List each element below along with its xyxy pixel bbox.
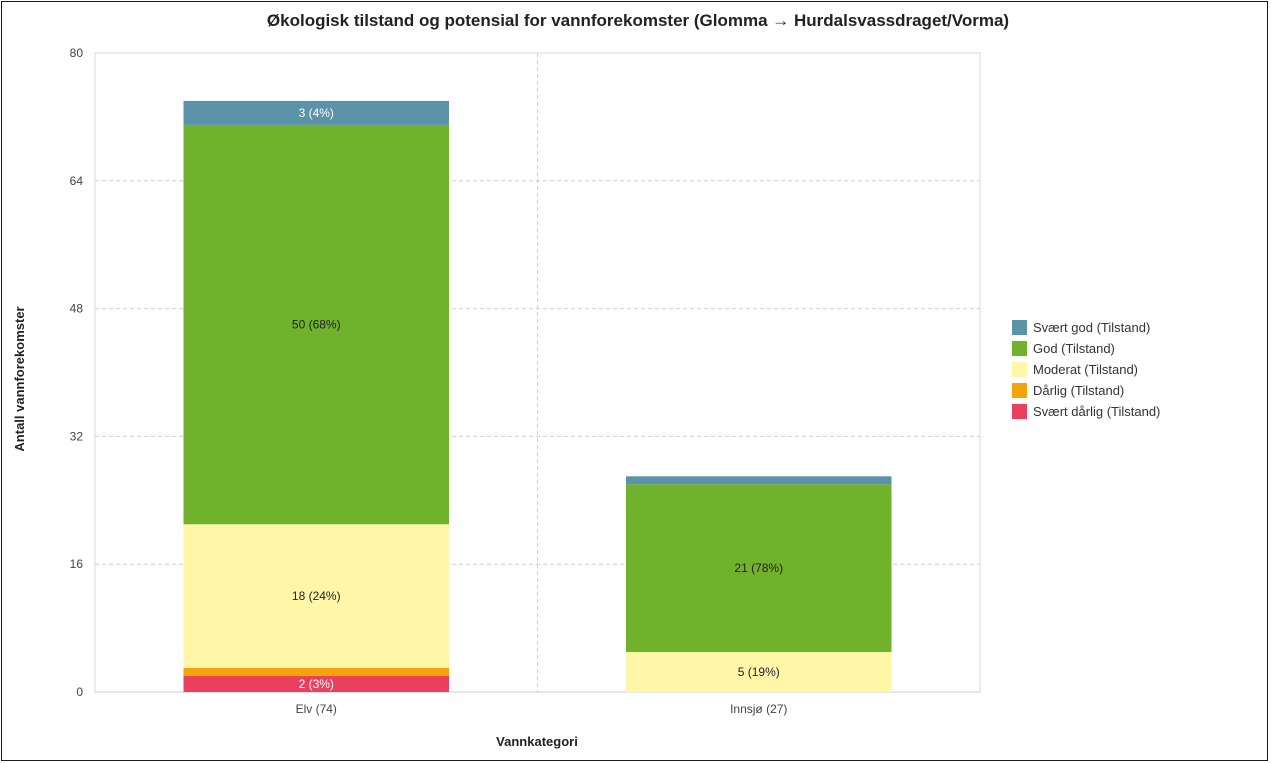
bar-segment — [626, 484, 892, 653]
y-tick-label: 64 — [70, 174, 84, 188]
bars-layer — [183, 100, 892, 692]
legend: Svært god (Tilstand) God (Tilstand) Modera… — [1012, 320, 1160, 419]
legend-label: God (Tilstand) — [1033, 341, 1115, 356]
bar-segment — [183, 124, 449, 525]
legend-swatch — [1012, 362, 1027, 377]
legend-label: Svært dårlig (Tilstand) — [1033, 404, 1160, 419]
x-tick-label: Innsjø (27) — [730, 702, 787, 716]
data-label: 50 (68%) — [292, 318, 341, 332]
data-label: 3 (4%) — [299, 106, 334, 120]
data-label: 5 (19%) — [738, 665, 780, 679]
data-label: 2 (3%) — [299, 677, 334, 691]
bar-segment — [183, 100, 449, 125]
data-label: 21 (78%) — [734, 561, 783, 575]
legend-swatch — [1012, 320, 1027, 335]
legend-label: Svært god (Tilstand) — [1033, 320, 1150, 335]
legend-label: Moderat (Tilstand) — [1033, 362, 1138, 377]
bar-segment — [626, 476, 892, 485]
legend-swatch — [1012, 383, 1027, 398]
bar-segment — [626, 652, 892, 692]
bar-segment — [183, 676, 449, 692]
y-tick-label: 80 — [70, 46, 84, 60]
x-tick-label: Elv (74) — [296, 702, 337, 716]
legend-swatch — [1012, 341, 1027, 356]
bar-segment — [183, 524, 449, 669]
y-tick-label: 48 — [70, 302, 84, 316]
y-axis-title: Antall vannforekomster — [12, 306, 27, 451]
legend-label: Dårlig (Tilstand) — [1033, 383, 1124, 398]
bar-segment — [183, 668, 449, 677]
legend-swatch — [1012, 404, 1027, 419]
labels-layer: 2 (3%) 18 (24%) 50 (68%) 3 (4%) 5 (19%) 21 (7… — [292, 106, 783, 691]
y-tick-label: 16 — [70, 557, 84, 571]
chart-title: Økologisk tilstand og potensial for vann… — [267, 11, 1009, 30]
data-label: 18 (24%) — [292, 589, 341, 603]
x-axis-title: Vannkategori — [496, 734, 578, 749]
y-tick-label: 32 — [70, 429, 84, 443]
y-tick-label: 0 — [76, 685, 83, 699]
